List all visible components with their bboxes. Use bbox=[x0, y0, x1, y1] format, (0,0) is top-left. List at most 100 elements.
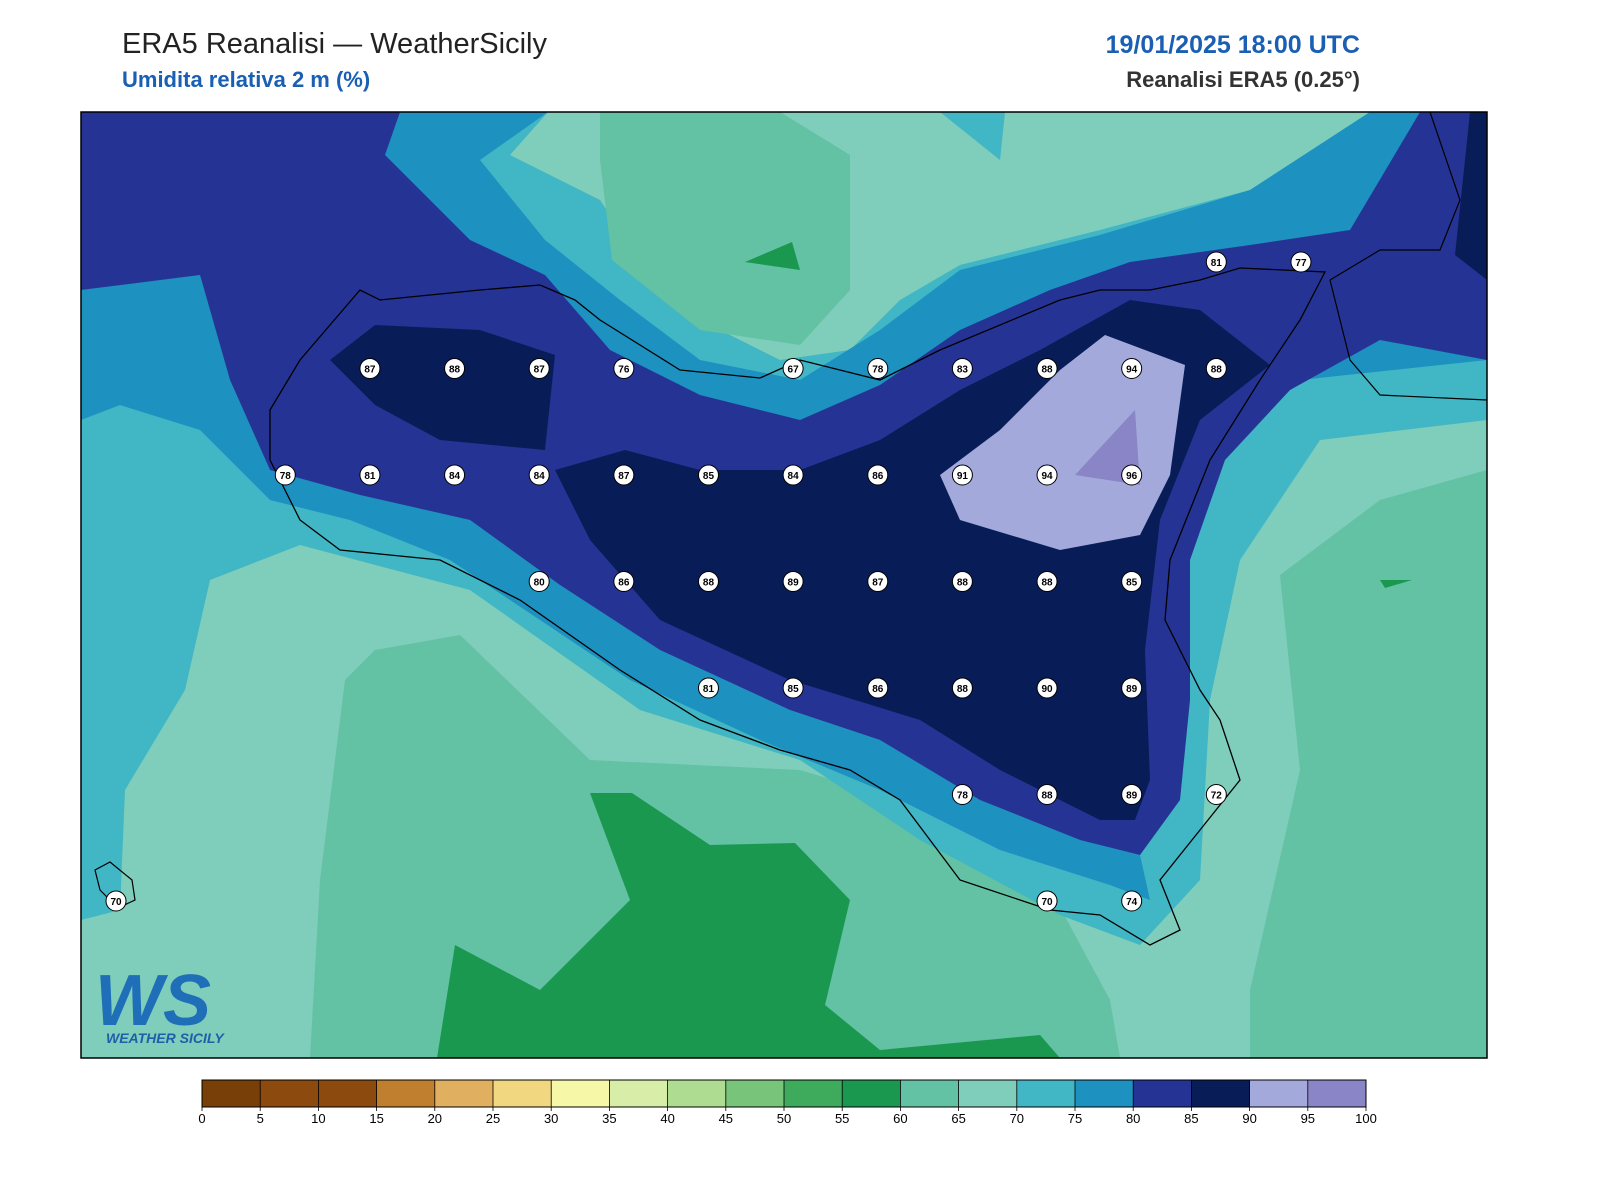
colorbar-box bbox=[551, 1080, 610, 1107]
point-marker bbox=[951, 464, 973, 486]
colorbar-box bbox=[434, 1080, 493, 1107]
point-value: 88 bbox=[449, 365, 461, 376]
colorbar-box bbox=[842, 1080, 901, 1107]
colorbar-tick-label: 20 bbox=[428, 1111, 442, 1126]
colorbar-tick-label: 70 bbox=[1010, 1111, 1024, 1126]
date: 19/01/2025 18:00 UTC bbox=[1106, 31, 1360, 59]
point-value: 89 bbox=[788, 578, 800, 589]
contour-band bbox=[81, 275, 1150, 900]
point-marker bbox=[613, 358, 635, 379]
point-value: 87 bbox=[618, 471, 630, 482]
point-marker bbox=[951, 677, 973, 699]
point-marker bbox=[697, 464, 719, 486]
colorbar-box bbox=[1133, 1080, 1192, 1107]
point-value: 78 bbox=[280, 471, 292, 482]
point-value: 83 bbox=[957, 365, 969, 376]
colorbar-box bbox=[609, 1080, 668, 1107]
colorbar-box bbox=[1016, 1080, 1075, 1107]
colorbar-tick-label: 5 bbox=[257, 1111, 264, 1126]
point-value: 88 bbox=[957, 578, 969, 589]
point-marker bbox=[1036, 677, 1058, 699]
point-value: 85 bbox=[1126, 578, 1138, 589]
point-value: 80 bbox=[534, 578, 546, 589]
point-marker bbox=[1036, 784, 1058, 805]
colorbar-tick-label: 35 bbox=[602, 1111, 616, 1126]
point-value: 85 bbox=[788, 684, 800, 695]
colorbar-box bbox=[202, 1080, 261, 1107]
point-marker bbox=[1205, 784, 1227, 805]
colorbar-box bbox=[900, 1080, 959, 1107]
point-value: 86 bbox=[618, 578, 630, 589]
point-marker bbox=[867, 358, 889, 379]
point-value: 85 bbox=[703, 471, 715, 482]
point-marker bbox=[951, 358, 973, 379]
colorbar-tick-label: 60 bbox=[893, 1111, 907, 1126]
colorbar: 0 5 10 15 20 25 30 35 40 45 50 55 60 65 70 75 80 85 90 95 10… bbox=[198, 1079, 1377, 1126]
logo-name: WEATHER SICILY bbox=[106, 1030, 225, 1046]
point-value: 90 bbox=[1041, 684, 1053, 695]
point-value: 70 bbox=[1041, 897, 1053, 908]
point-value: 96 bbox=[1126, 471, 1138, 482]
point-marker bbox=[1121, 784, 1143, 805]
colorbar-box bbox=[260, 1080, 319, 1107]
contour-band bbox=[1380, 580, 1412, 588]
coastline bbox=[269, 267, 1327, 946]
point-value: 74 bbox=[1126, 897, 1138, 908]
contour-band bbox=[600, 112, 850, 345]
colorbar-tick-label: 50 bbox=[777, 1111, 791, 1126]
contour-band bbox=[437, 793, 1060, 1058]
point-marker bbox=[359, 464, 381, 486]
point-value: 91 bbox=[957, 471, 969, 482]
point-value: 94 bbox=[1041, 471, 1053, 482]
point-value: 78 bbox=[872, 365, 884, 376]
map-field bbox=[81, 112, 1487, 1058]
point-value: 88 bbox=[1041, 791, 1053, 802]
coastline-calabria bbox=[1329, 111, 1488, 401]
colorbar-tick-label: 0 bbox=[198, 1111, 205, 1126]
point-value: 94 bbox=[1126, 365, 1138, 376]
point-marker bbox=[1121, 358, 1143, 379]
point-value: 88 bbox=[1041, 365, 1053, 376]
colorbar-box bbox=[958, 1080, 1017, 1107]
colorbar-tick-label: 40 bbox=[660, 1111, 674, 1126]
point-marker bbox=[613, 464, 635, 486]
point-value: 78 bbox=[957, 791, 969, 802]
point-value: 87 bbox=[872, 578, 884, 589]
point-labels: 81 77 87 88 87 76 67 78 83 88 94 88 78 81 84 84 87 85 84 86… bbox=[105, 251, 1312, 912]
point-marker bbox=[444, 358, 466, 379]
colorbar-tick-label: 85 bbox=[1184, 1111, 1198, 1126]
point-value: 87 bbox=[364, 365, 376, 376]
point-value: 86 bbox=[872, 471, 884, 482]
point-marker bbox=[528, 358, 550, 379]
colorbar-tick-label: 10 bbox=[311, 1111, 325, 1126]
point-value: 88 bbox=[1041, 578, 1053, 589]
point-value: 86 bbox=[872, 684, 884, 695]
colorbar-tick-label: 90 bbox=[1242, 1111, 1256, 1126]
point-marker bbox=[1036, 571, 1058, 592]
point-marker bbox=[867, 571, 889, 592]
colorbar-box bbox=[318, 1080, 377, 1107]
source: Reanalisi ERA5 (0.25°) bbox=[1126, 67, 1360, 92]
title: ERA5 Reanalisi — WeatherSicily bbox=[122, 28, 547, 60]
point-marker bbox=[613, 571, 635, 592]
point-value: 84 bbox=[788, 471, 800, 482]
subtitle: Umidita relativa 2 m (%) bbox=[122, 67, 370, 92]
logo-mark: WS bbox=[95, 961, 211, 1041]
contour-band bbox=[1250, 470, 1487, 1058]
colorbar-tick-label: 25 bbox=[486, 1111, 500, 1126]
point-marker bbox=[951, 784, 973, 805]
point-marker bbox=[867, 464, 889, 486]
point-marker bbox=[782, 464, 804, 486]
point-marker bbox=[359, 358, 381, 379]
point-value: 67 bbox=[788, 365, 800, 376]
colorbar-box bbox=[376, 1080, 435, 1107]
point-marker bbox=[782, 677, 804, 699]
point-marker bbox=[1121, 677, 1143, 699]
colorbar-box bbox=[493, 1080, 552, 1107]
colorbar-box bbox=[1249, 1080, 1308, 1107]
contour-band bbox=[330, 325, 555, 450]
contour-band bbox=[1455, 112, 1487, 280]
point-marker bbox=[1290, 251, 1312, 273]
colorbar-tick-label: 95 bbox=[1301, 1111, 1315, 1126]
